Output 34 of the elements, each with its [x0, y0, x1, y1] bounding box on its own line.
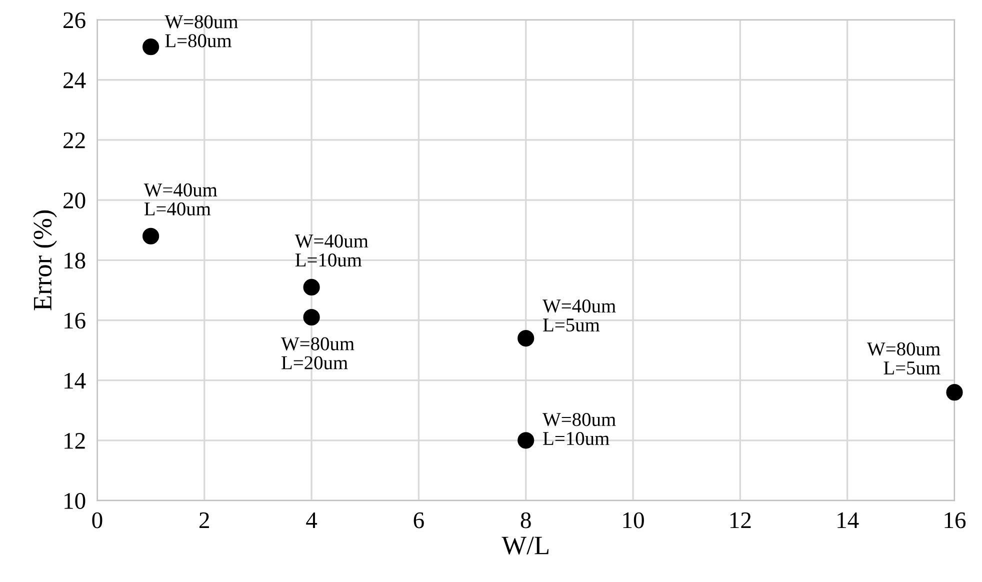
annotation: W=40um L=10um — [294, 234, 368, 267]
y-tick-label: 10 — [64, 493, 86, 509]
y-tick-label: 26 — [64, 12, 86, 28]
point — [518, 330, 534, 347]
annotation: W=80um L=10um — [542, 412, 616, 446]
y-tick-label: 12 — [64, 432, 85, 449]
annotation: W=80um L=80um — [164, 15, 238, 48]
x-tick-label: 14 — [838, 512, 859, 528]
point — [946, 384, 963, 401]
y-tick-label: 24 — [64, 72, 86, 88]
point — [142, 228, 160, 244]
x-tick-label: 0 — [92, 512, 102, 528]
x-axis-title: W/L — [502, 536, 548, 555]
y-tick-label: 20 — [64, 192, 86, 208]
y-tick-label: 22 — [64, 132, 85, 148]
y-tick-label: 14 — [64, 372, 86, 389]
x-tick-label: 8 — [520, 512, 531, 528]
y-tick-label: 16 — [64, 312, 86, 329]
point — [518, 432, 534, 449]
y-tick-label: 18 — [64, 252, 86, 269]
x-tick-label: 2 — [200, 512, 209, 528]
annotation: W=80um L=20um — [281, 337, 354, 370]
x-tick-label: 4 — [306, 512, 318, 528]
point — [303, 278, 320, 296]
point — [142, 38, 160, 56]
x-tick-label: 12 — [730, 512, 751, 528]
x-tick-label: 6 — [414, 512, 424, 528]
x-tick-label: 16 — [944, 512, 966, 528]
y-axis-title: Error (%) — [33, 210, 57, 310]
point — [303, 308, 320, 326]
annotation: W=40um L=40um — [144, 183, 218, 216]
x-tick-label: 10 — [623, 512, 644, 528]
annotation: W=40um L=5um — [542, 299, 616, 332]
annotation: W=80um L=5um — [867, 342, 940, 375]
